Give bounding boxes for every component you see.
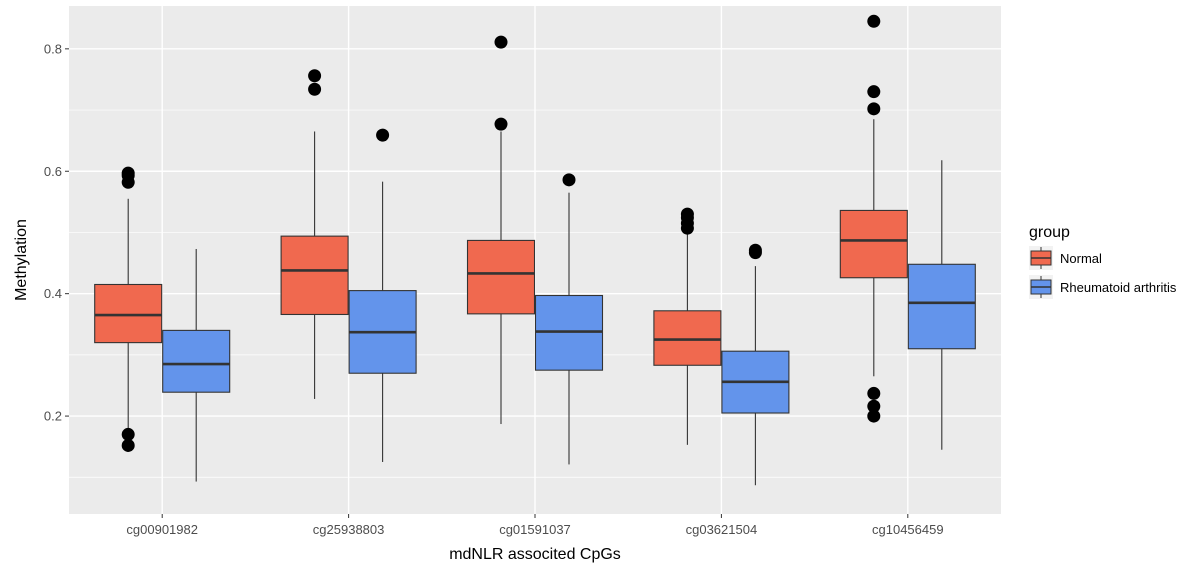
y-tick-label: 0.6 <box>44 164 62 179</box>
y-tick-label: 0.8 <box>44 41 62 56</box>
legend-key-rheumatoid-arthritis <box>1029 275 1053 299</box>
outlier-point <box>121 438 135 452</box>
legend-title: group <box>1029 224 1070 241</box>
box-iqr <box>653 310 722 366</box>
x-tick-label: cg01591037 <box>499 522 571 537</box>
box-cg00901982-rheumatoid-arthritis <box>162 248 231 482</box>
outlier-point <box>494 35 508 49</box>
box-cg00901982-normal <box>94 166 163 452</box>
outlier-point <box>867 409 881 423</box>
y-axis-title: Methylation <box>13 219 30 301</box>
x-tick-label: cg10456459 <box>872 522 944 537</box>
box-cg25938803-normal <box>280 69 349 399</box>
outlier-point <box>121 175 135 189</box>
box-cg10456459-rheumatoid-arthritis <box>907 160 976 450</box>
x-axis-title: mdNLR associted CpGs <box>449 546 621 563</box>
box-cg03621504-rheumatoid-arthritis <box>721 243 790 486</box>
outlier-point <box>562 173 576 187</box>
axes-layer: 0.2 0.4 0.6 0.8 cg00901982 cg25938803 cg015910… <box>44 41 944 537</box>
outlier-point <box>121 427 135 441</box>
outlier-point <box>494 117 508 131</box>
x-tick-label: cg25938803 <box>313 522 385 537</box>
legend: group Normal Rheumatoid arthritis <box>1029 224 1177 299</box>
outlier-point <box>376 128 390 142</box>
legend-key-normal <box>1029 246 1053 270</box>
box-iqr <box>280 235 349 316</box>
outlier-point <box>748 246 762 260</box>
x-tick-label: cg00901982 <box>126 522 198 537</box>
outlier-point <box>308 69 322 83</box>
y-tick-label: 0.4 <box>44 286 62 301</box>
x-tick-label: cg03621504 <box>686 522 758 537</box>
box-cg03621504-normal <box>653 207 722 445</box>
outlier-point <box>867 399 881 413</box>
box-iqr <box>839 209 908 279</box>
legend-label-rheumatoid-arthritis: Rheumatoid arthritis <box>1060 280 1177 295</box>
outlier-point <box>867 386 881 400</box>
box-cg01591037-rheumatoid-arthritis <box>534 173 604 465</box>
boxes-layer <box>94 14 976 486</box>
box-iqr <box>162 329 231 393</box>
outlier-point <box>867 102 881 116</box>
outlier-point <box>680 221 694 235</box>
outlier-point <box>308 82 322 96</box>
outlier-point <box>867 14 881 28</box>
outlier-point <box>867 85 881 99</box>
box-cg10456459-normal <box>839 14 908 423</box>
box-cg25938803-rheumatoid-arthritis <box>348 128 417 462</box>
y-tick-label: 0.2 <box>44 409 62 424</box>
box-iqr <box>94 283 163 344</box>
legend-label-normal: Normal <box>1060 251 1102 266</box>
box-iqr <box>466 239 536 315</box>
box-iqr <box>907 263 976 350</box>
box-cg01591037-normal <box>466 35 536 425</box>
